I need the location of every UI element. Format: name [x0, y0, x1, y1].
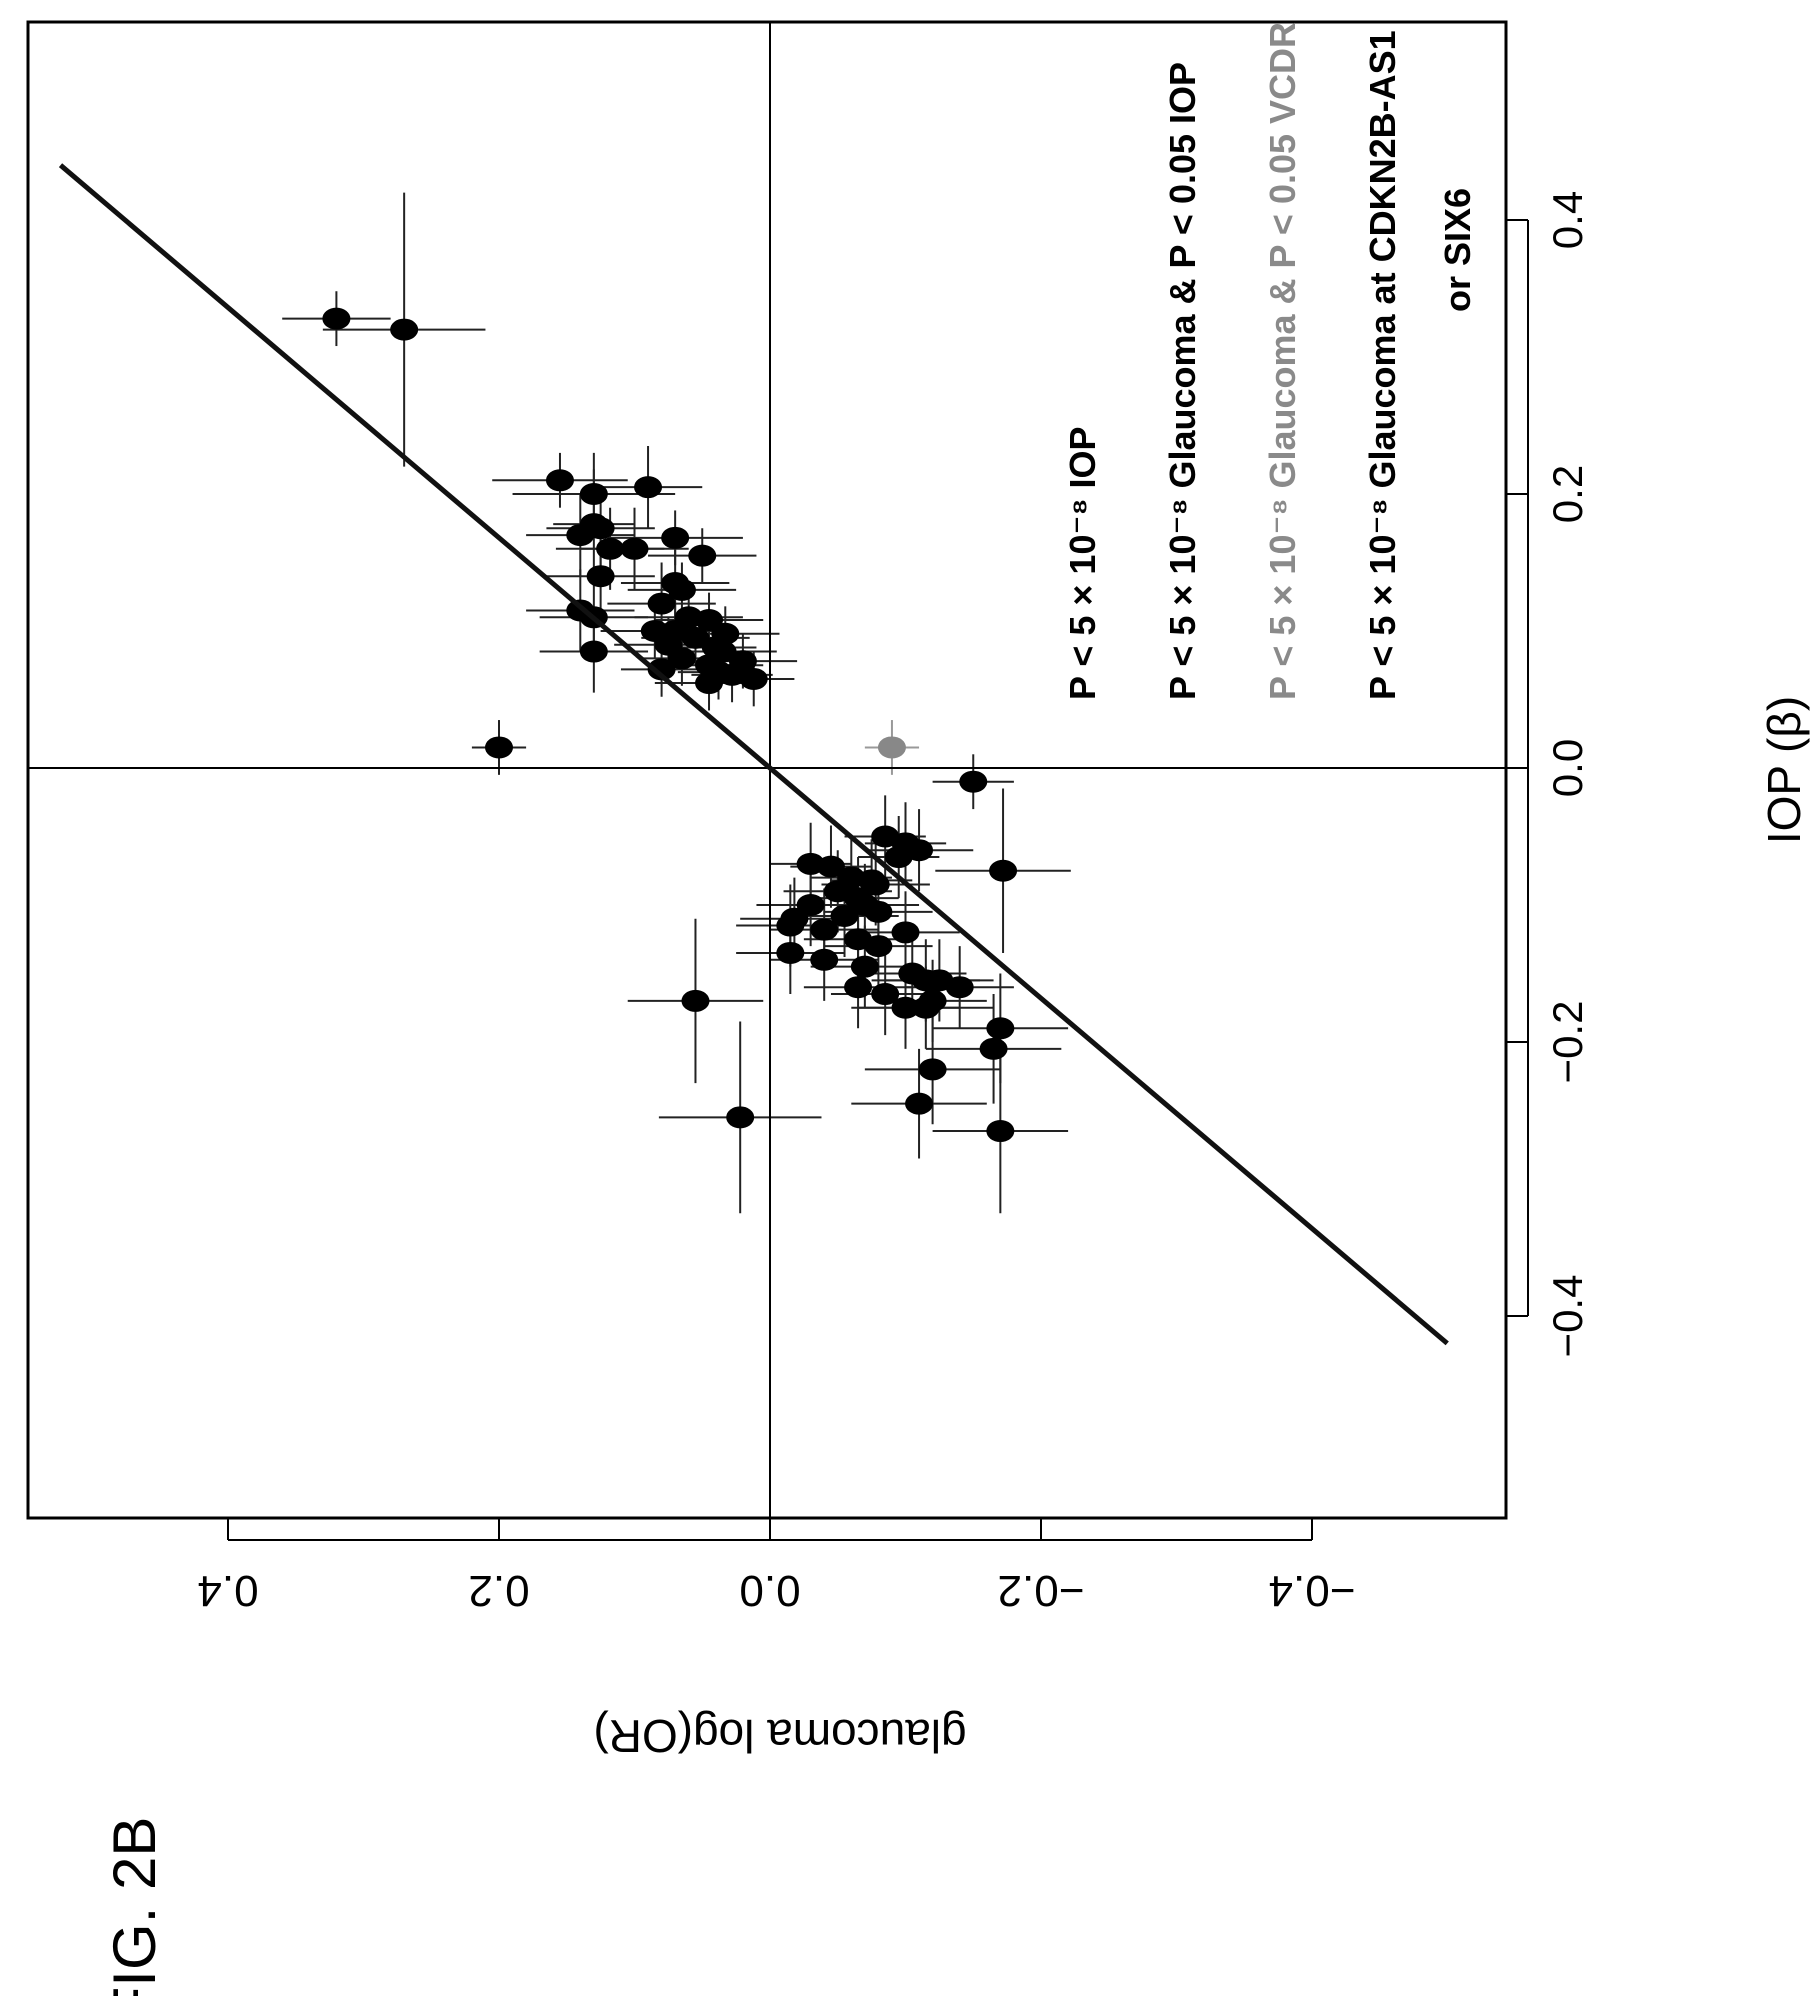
data-point: [864, 900, 893, 923]
data-point: [695, 672, 724, 695]
y-tick-label: 0.0: [739, 1566, 800, 1615]
data-point: [647, 658, 676, 681]
data-point: [566, 524, 595, 547]
data-point: [322, 307, 351, 330]
y-tick-label: −0.2: [998, 1566, 1085, 1615]
x-tick-label: −0.2: [1544, 1001, 1591, 1084]
x-tick-label: −0.4: [1544, 1275, 1591, 1358]
legend-entry: P < 5 × 10⁻⁸ Glaucoma & P < 0.05 IOP: [1162, 62, 1203, 700]
y-axis-label: glaucoma log(OR): [593, 1710, 966, 1762]
data-point: [891, 921, 920, 944]
data-point: [891, 996, 920, 1019]
data-point: [586, 565, 615, 588]
data-point: [688, 544, 717, 567]
data-point: [390, 318, 419, 341]
data-point: [681, 626, 710, 649]
points-layer: [322, 307, 1018, 1143]
data-point: [810, 918, 839, 941]
data-point: [989, 859, 1018, 882]
data-point: [810, 948, 839, 971]
data-point: [739, 667, 768, 690]
data-point: [861, 873, 890, 896]
data-point: [844, 976, 873, 999]
data-point: [918, 1058, 947, 1081]
data-point: [579, 483, 608, 505]
data-point: [667, 647, 696, 670]
data-point: [718, 663, 747, 686]
data-point: [850, 955, 879, 978]
data-point: [979, 1037, 1008, 1060]
data-point: [986, 1017, 1015, 1040]
data-point: [830, 904, 859, 927]
data-point: [776, 914, 805, 937]
y-tick-label: 0.4: [197, 1566, 258, 1615]
y-tick-label: −0.4: [1269, 1566, 1356, 1615]
data-point: [776, 941, 805, 964]
legend-entry: P < 5 × 10⁻⁸ Glaucoma at CDKN2B-AS1: [1362, 30, 1403, 700]
x-tick-label: 0.4: [1544, 191, 1591, 249]
data-point: [871, 983, 900, 1006]
data-point: [986, 1120, 1015, 1143]
data-point: [681, 989, 710, 1012]
data-point: [884, 846, 913, 869]
data-point: [905, 1092, 934, 1115]
error-bars-layer: [282, 192, 1071, 1214]
legend-entry: P < 5 × 10⁻⁸ IOP: [1062, 426, 1103, 700]
y-axis-ticks: 0.4 0.2 0.0 −0.2 −0.4: [197, 1518, 1355, 1615]
data-point: [647, 592, 676, 615]
y-tick-label: 0.2: [468, 1566, 529, 1615]
data-point: [864, 935, 893, 958]
data-point: [579, 640, 608, 663]
plot-frame: [26, 20, 1508, 1520]
data-point: [545, 469, 574, 492]
legend-entry: or SIX6: [1437, 188, 1478, 312]
data-point: [634, 476, 663, 499]
data-point: [661, 526, 690, 549]
data-point: [667, 578, 696, 601]
data-point: [959, 770, 988, 793]
fit-line: [58, 163, 1449, 1346]
data-point: [816, 855, 845, 878]
legend-entry: P < 5 × 10⁻⁸ Glaucoma & P < 0.05 VCDR: [1262, 22, 1303, 700]
data-point: [877, 736, 906, 759]
data-point: [911, 996, 940, 1019]
x-tick-label: 0.2: [1544, 465, 1591, 523]
data-point: [596, 537, 625, 560]
data-point: [620, 537, 649, 560]
data-point: [945, 976, 974, 999]
x-tick-label: 0.0: [1544, 739, 1591, 797]
data-point: [726, 1106, 755, 1129]
figure-label: FIG. 2B: [101, 1817, 168, 1996]
x-axis-label: IOP (β): [1758, 696, 1810, 844]
legend: P < 5 × 10⁻⁸ IOP P < 5 × 10⁻⁸ Glaucoma & …: [1062, 22, 1478, 700]
x-axis-ticks: −0.4 −0.2 0.0 0.2 0.4: [1506, 191, 1591, 1358]
data-point: [485, 736, 513, 759]
